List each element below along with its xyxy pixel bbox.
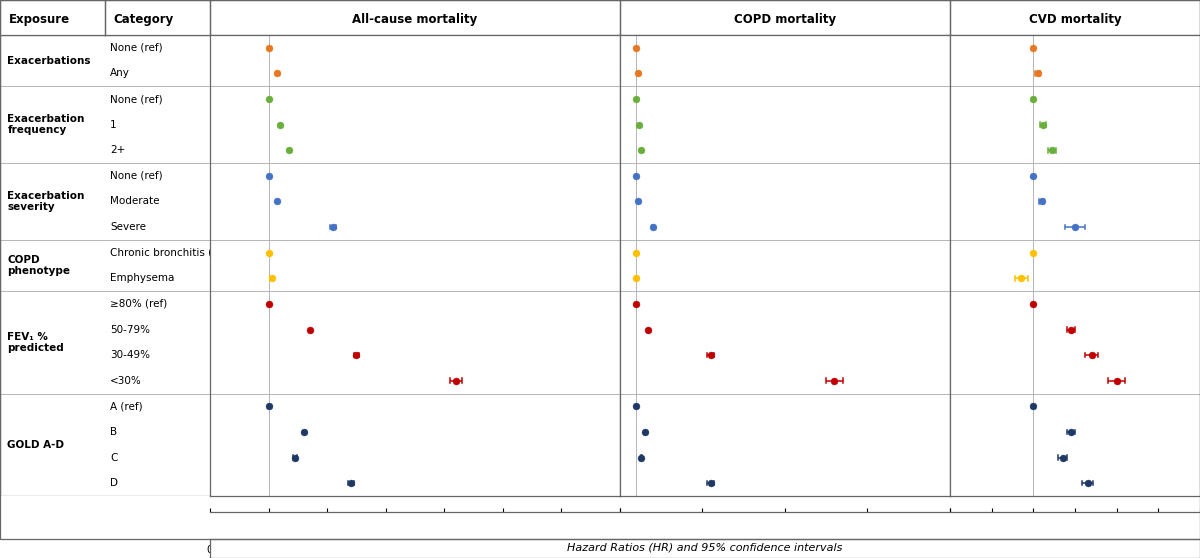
Text: Exacerbation
frequency: Exacerbation frequency	[7, 114, 85, 136]
Text: None (ref): None (ref)	[110, 94, 163, 104]
Text: C: C	[110, 453, 118, 463]
Text: 1: 1	[110, 119, 116, 129]
Text: Exacerbation
severity: Exacerbation severity	[7, 191, 85, 212]
Text: A (ref): A (ref)	[110, 401, 143, 411]
Text: B: B	[110, 427, 118, 437]
Text: Moderate: Moderate	[110, 196, 160, 206]
Text: Emphysema: Emphysema	[110, 273, 175, 283]
Text: COPD
phenotype: COPD phenotype	[7, 254, 71, 276]
Text: Exposure: Exposure	[8, 13, 70, 26]
Text: All-cause mortality: All-cause mortality	[353, 13, 478, 26]
Text: Severe: Severe	[110, 222, 146, 232]
Text: <30%: <30%	[110, 376, 142, 386]
Text: GOLD A-D: GOLD A-D	[7, 440, 65, 450]
Text: COPD mortality: COPD mortality	[734, 13, 836, 26]
Text: None (ref): None (ref)	[110, 171, 163, 181]
Text: CVD mortality: CVD mortality	[1028, 13, 1121, 26]
Text: Hazard Ratios (HR) and 95% confidence intervals: Hazard Ratios (HR) and 95% confidence in…	[568, 543, 842, 553]
Text: Exacerbations: Exacerbations	[7, 56, 91, 66]
Text: 2+: 2+	[110, 145, 126, 155]
Text: ≥80% (ref): ≥80% (ref)	[110, 299, 168, 309]
Text: FEV₁ %
predicted: FEV₁ % predicted	[7, 331, 64, 353]
Text: Chronic bronchitis (ref): Chronic bronchitis (ref)	[110, 248, 230, 258]
Text: D: D	[110, 478, 119, 488]
Text: Category: Category	[114, 13, 174, 26]
Text: Any: Any	[110, 69, 130, 79]
Text: None (ref): None (ref)	[110, 43, 163, 53]
Text: 50-79%: 50-79%	[110, 325, 150, 335]
Text: 30-49%: 30-49%	[110, 350, 150, 360]
